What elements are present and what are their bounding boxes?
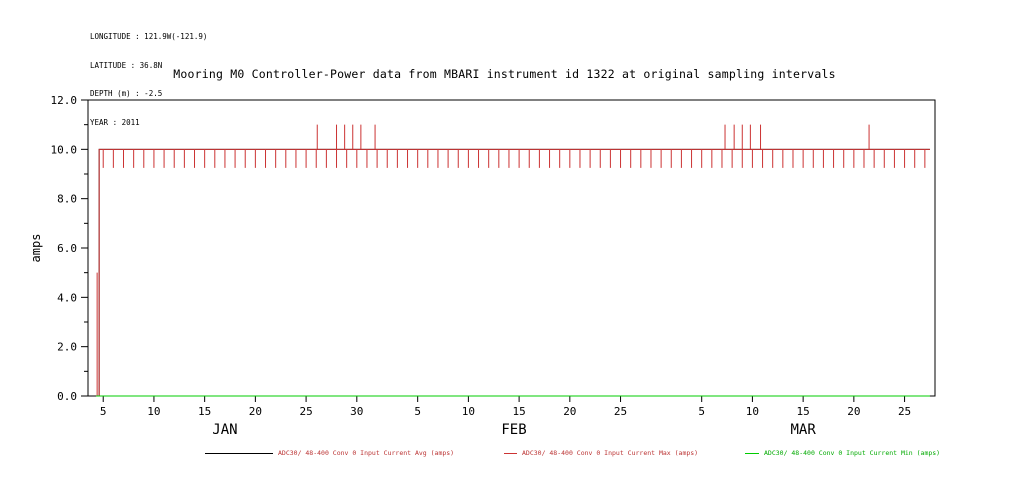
info-line-depth: DEPTH (m) : -2.5 [90, 89, 163, 98]
plot-frame [87, 99, 936, 397]
series-max [96, 124, 930, 397]
legend-label-max: ADC30/ 48-400 Conv 0 Input Current Max (… [522, 449, 699, 457]
page-title: Mooring M0 Controller-Power data from MB… [173, 67, 836, 81]
y-tick-label: 12.0 [51, 94, 78, 107]
y-axis-label: amps [29, 234, 43, 263]
x-tick-label: 15 [797, 405, 810, 418]
x-tick-label: 25 [614, 405, 627, 418]
x-tick-label: 10 [462, 405, 475, 418]
info-line-year: YEAR : 2011 [90, 117, 140, 127]
legend-swatch-min [745, 452, 759, 454]
x-tick-label: 30 [350, 405, 363, 418]
x-month-label: MAR [790, 422, 816, 438]
x-tick-label: 10 [746, 405, 759, 418]
y-tick-label: 2.0 [57, 341, 77, 354]
y-tick-label: 0.0 [57, 390, 77, 403]
x-tick-label: 20 [563, 405, 576, 418]
x-tick-label: 5 [414, 405, 421, 418]
info-line-latitude: LATITUDE : 36.8N [90, 60, 163, 70]
y-tick-label: 8.0 [57, 193, 77, 206]
x-tick-label: 10 [147, 405, 160, 418]
x-month-label: JAN [212, 422, 237, 438]
x-tick-label: 25 [299, 405, 312, 418]
legend-label-min: ADC30/ 48-400 Conv 0 Input Current Min (… [764, 449, 941, 457]
x-tick-label: 5 [698, 405, 705, 418]
legend-item-avg: ADC30/ 48-400 Conv 0 Input Current Avg (… [205, 449, 454, 457]
x-month-label: FEB [501, 422, 526, 438]
y-tick-label: 4.0 [57, 291, 77, 304]
y-tick-label: 6.0 [57, 242, 77, 255]
legend-item-max: ADC30/ 48-400 Conv 0 Input Current Max (… [504, 449, 698, 457]
legend-label-avg: ADC30/ 48-400 Conv 0 Input Current Avg (… [278, 449, 455, 457]
x-tick-label: 20 [249, 405, 262, 418]
legend-swatch-avg [205, 452, 273, 454]
legend-swatch-max [504, 452, 517, 454]
x-tick-label: 5 [100, 405, 107, 418]
location-info-block: LONGITUDE : 121.9W(-121.9) LATITUDE : 36… [90, 13, 207, 146]
legend-item-min: ADC30/ 48-400 Conv 0 Input Current Min (… [745, 449, 940, 457]
y-tick-label: 10.0 [51, 143, 78, 156]
legend: ADC30/ 48-400 Conv 0 Input Current Avg (… [0, 449, 1009, 461]
x-tick-label: 15 [198, 405, 211, 418]
x-tick-label: 25 [898, 405, 911, 418]
x-tick-label: 20 [847, 405, 860, 418]
x-tick-label: 15 [512, 405, 525, 418]
info-line-longitude: LONGITUDE : 121.9W(-121.9) [90, 32, 208, 41]
series-avg [98, 148, 930, 396]
